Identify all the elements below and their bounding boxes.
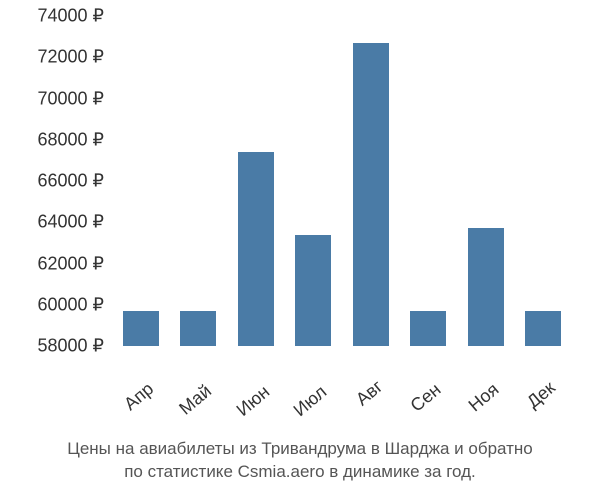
x-tick-label: Сен — [407, 379, 446, 416]
y-tick-label: 60000 ₽ — [0, 294, 104, 315]
bar — [123, 311, 159, 346]
y-tick-label: 68000 ₽ — [0, 129, 104, 150]
caption-line-1: Цены на авиабилеты из Тривандрума в Шард… — [0, 438, 600, 461]
y-tick-label: 64000 ₽ — [0, 212, 104, 233]
x-tick-label: Июл — [290, 381, 331, 421]
bar — [295, 235, 331, 346]
x-tick-label: Ноя — [464, 379, 503, 416]
bar — [468, 228, 504, 346]
x-tick-label: Апр — [120, 378, 158, 415]
bar — [410, 311, 446, 346]
x-tick-label: Июн — [232, 381, 273, 420]
y-tick-label: 62000 ₽ — [0, 253, 104, 274]
plot-area — [112, 16, 572, 346]
bar — [180, 311, 216, 346]
price-chart: 58000 ₽ 60000 ₽ 62000 ₽ 64000 ₽ 66000 ₽ 68000… — [0, 0, 600, 500]
x-tick-label: Май — [175, 381, 216, 420]
y-tick-label: 70000 ₽ — [0, 88, 104, 109]
bar — [525, 311, 561, 346]
x-tick-label: Дек — [523, 377, 560, 412]
y-tick-label: 66000 ₽ — [0, 171, 104, 192]
bar — [353, 43, 389, 346]
x-tick-label: Авг — [352, 376, 387, 410]
y-axis: 58000 ₽60000 ₽62000 ₽64000 ₽66000 ₽68000… — [0, 16, 104, 346]
bar — [238, 152, 274, 346]
y-tick-label: 74000 ₽ — [0, 6, 104, 27]
chart-caption: Цены на авиабилеты из Тривандрума в Шард… — [0, 438, 600, 484]
x-axis: Апр Май Июн Июл Авг Сен Ноя Дек — [112, 352, 572, 432]
y-tick-label: 72000 ₽ — [0, 47, 104, 68]
y-tick-label: 58000 ₽ — [0, 336, 104, 357]
caption-line-2: по статистике Csmia.aero в динамике за г… — [0, 461, 600, 484]
